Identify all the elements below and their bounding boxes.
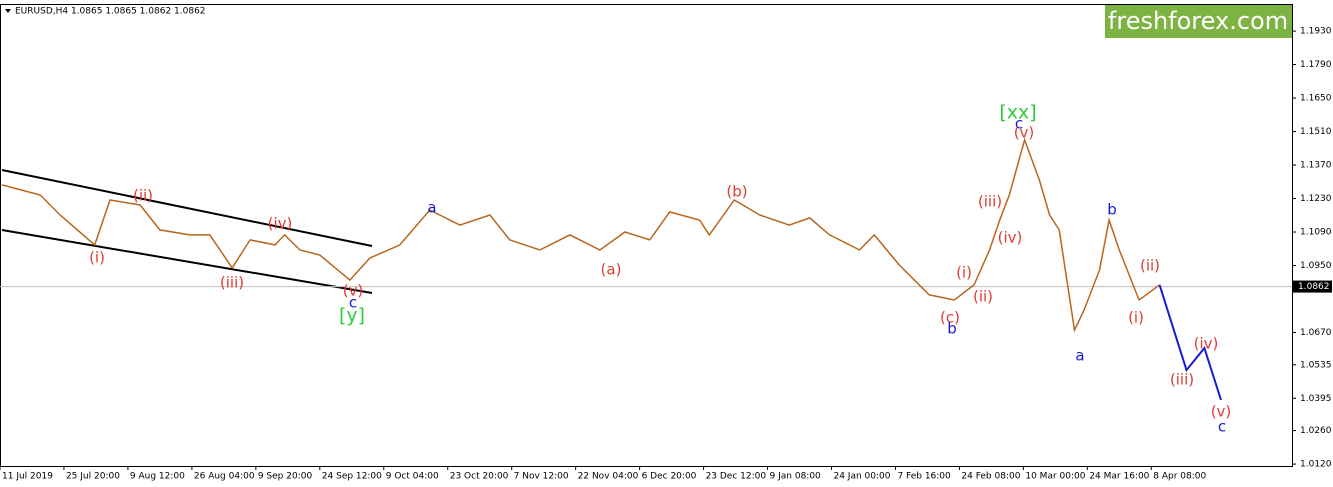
x-tick-label: 24 Feb 08:00: [961, 472, 1020, 482]
wave-label: (iv): [268, 215, 293, 233]
x-tick-label: 9 Aug 12:00: [130, 472, 185, 482]
y-tick-label: 1.0260: [1300, 426, 1332, 436]
y-tick-label: 1.0950: [1300, 261, 1332, 271]
wave-label: (ii): [1140, 257, 1160, 275]
y-tick-label: 1.1370: [1300, 161, 1332, 171]
wave-label: a: [427, 199, 436, 217]
wave-label: c: [1218, 418, 1226, 436]
wave-label: [y]: [339, 305, 365, 327]
y-tick-label: 1.1510: [1300, 127, 1332, 137]
wave-label: [xx]: [999, 102, 1036, 124]
menu-arrow: [5, 9, 11, 13]
x-tick-label: 7 Nov 12:00: [514, 472, 569, 482]
x-tick-label: 6 Dec 20:00: [642, 472, 697, 482]
plot-frame: [0, 4, 1293, 467]
wave-label: (c): [940, 309, 960, 327]
x-tick-label: 9 Sep 20:00: [258, 472, 313, 482]
wave-label: (v): [1211, 403, 1232, 421]
symbol-header: EURUSD,H4 1.0865 1.0865 1.0862 1.0862: [15, 7, 206, 17]
y-tick-label: 1.1230: [1300, 194, 1332, 204]
logo-box: [1105, 5, 1292, 38]
wave-label: b: [947, 320, 957, 338]
wave-label: (ii): [133, 187, 153, 205]
x-tick-label: 9 Oct 04:00: [386, 472, 439, 482]
x-tick-label: 22 Nov 04:00: [578, 472, 639, 482]
x-tick-label: 24 Sep 12:00: [322, 472, 382, 482]
last-price-box: [1293, 280, 1332, 293]
price-line: [1158, 284, 1222, 401]
x-tick-label: 9 Jan 08:00: [770, 472, 822, 482]
wave-label: (v): [1014, 124, 1035, 142]
wave-label: (iv): [1194, 335, 1219, 353]
channel-line: [1, 229, 373, 294]
wave-label: (i): [956, 264, 972, 282]
x-tick-label: 10 Mar 00:00: [1025, 472, 1085, 482]
x-tick-label: 24 Jan 00:00: [833, 472, 890, 482]
x-tick-label: 23 Oct 20:00: [450, 472, 509, 482]
x-tick-label: 24 Mar 16:00: [1089, 472, 1149, 482]
logo: freshforex.com: [1108, 7, 1288, 35]
x-tick-label: 26 Aug 04:00: [194, 472, 255, 482]
wave-label: (iii): [978, 193, 1002, 211]
x-tick-label: 25 Jul 20:00: [66, 472, 120, 482]
y-tick-label: 1.0120: [1300, 460, 1332, 470]
wave-label: (iii): [1170, 371, 1194, 389]
y-tick-label: 1.1930: [1300, 27, 1332, 37]
channel-line: [1, 169, 373, 247]
wave-label: (a): [601, 261, 622, 279]
y-tick-label: 1.1090: [1300, 228, 1332, 238]
wave-label: c: [1015, 115, 1023, 133]
wave-label: (i): [1128, 309, 1144, 327]
wave-label: c: [349, 294, 357, 312]
x-tick-label: 11 Jul 2019: [2, 472, 53, 482]
y-tick-label: 1.0670: [1300, 328, 1332, 338]
x-tick-label: 23 Dec 12:00: [706, 472, 767, 482]
wave-label: a: [1075, 347, 1084, 365]
last-price-label: 1.0862: [1298, 282, 1330, 292]
wave-label: b: [1107, 201, 1117, 219]
y-tick-label: 1.0535: [1300, 360, 1332, 370]
wave-label: (v): [343, 282, 364, 300]
y-tick-label: 1.1650: [1300, 94, 1332, 104]
x-tick-label: 8 Apr 08:00: [1153, 472, 1206, 482]
wave-label: (iv): [998, 229, 1023, 247]
wave-label: (b): [726, 183, 747, 201]
x-tick-label: 7 Feb 16:00: [897, 472, 951, 482]
wave-label: (ii): [973, 288, 993, 306]
wave-label: (i): [89, 249, 105, 267]
y-tick-label: 1.0395: [1300, 394, 1332, 404]
price-line: [1, 137, 1161, 333]
y-tick-label: 1.1790: [1300, 60, 1332, 70]
wave-label: (iii): [220, 274, 244, 292]
